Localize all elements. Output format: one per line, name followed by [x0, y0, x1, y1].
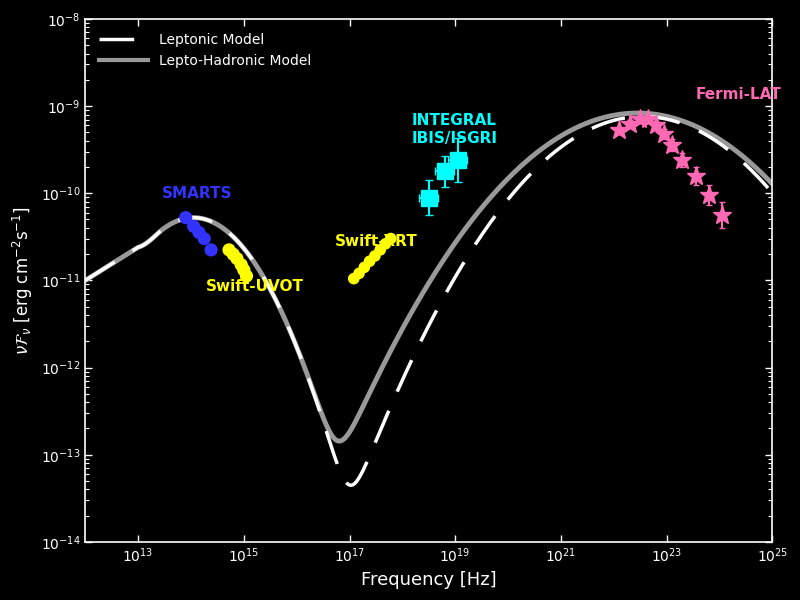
Point: [227, 250, 240, 259]
Point: [222, 245, 235, 254]
Text: Swift-XRT: Swift-XRT: [334, 233, 418, 248]
X-axis label: Frequency [Hz]: Frequency [Hz]: [361, 571, 497, 589]
Point: [205, 245, 218, 254]
Text: Fermi-LAT: Fermi-LAT: [696, 87, 782, 102]
Y-axis label: $\nu \mathcal{F}_\nu$ [erg cm$^{-2}$s$^{-1}$]: $\nu \mathcal{F}_\nu$ [erg cm$^{-2}$s$^{…: [11, 206, 35, 355]
Point: [369, 251, 382, 261]
Point: [379, 239, 392, 248]
Point: [193, 227, 206, 237]
Text: Swift-UVOT: Swift-UVOT: [206, 279, 304, 294]
Text: SMARTS: SMARTS: [162, 185, 233, 200]
Text: INTEGRAL
IBIS/ISGRI: INTEGRAL IBIS/ISGRI: [412, 113, 498, 146]
Point: [384, 234, 397, 244]
Point: [374, 245, 386, 254]
Point: [238, 265, 250, 275]
Legend: Leptonic Model, Lepto-Hadronic Model: Leptonic Model, Lepto-Hadronic Model: [92, 26, 318, 74]
Point: [187, 221, 200, 231]
Point: [198, 234, 210, 244]
Point: [358, 263, 370, 272]
Point: [234, 260, 247, 269]
Point: [240, 271, 253, 281]
Point: [179, 213, 192, 223]
Point: [347, 274, 360, 283]
Point: [363, 256, 376, 266]
Point: [230, 254, 243, 263]
Point: [353, 269, 366, 278]
